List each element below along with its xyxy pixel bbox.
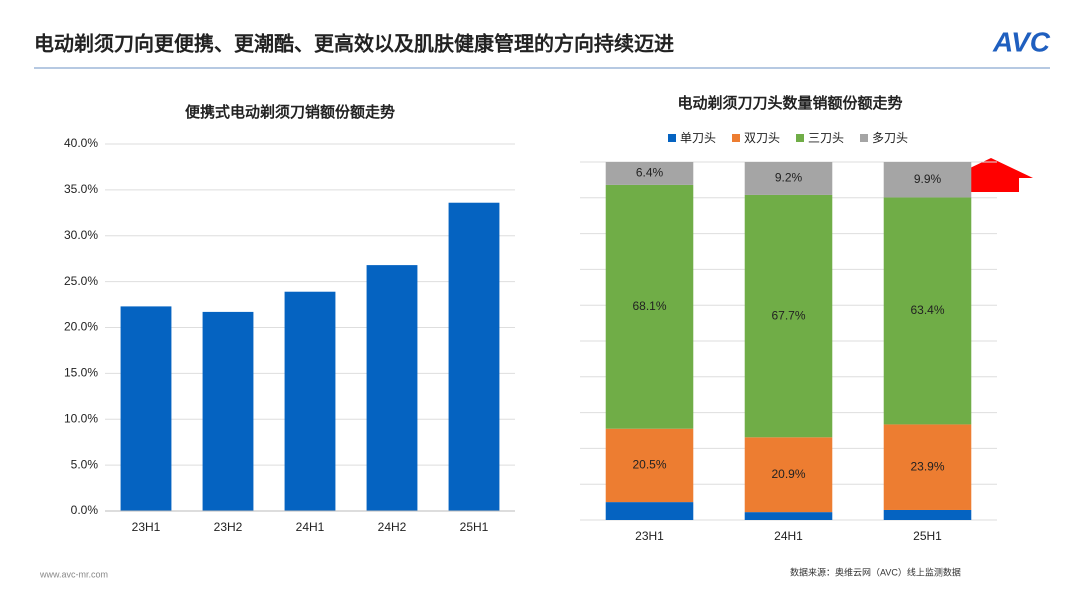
data-label: 9.9% <box>914 172 942 186</box>
bar-segment <box>605 428 694 503</box>
x-tick-label: 24H1 <box>774 529 803 543</box>
y-tick-label: 5.0% <box>71 457 99 471</box>
logo: AVC <box>992 26 1051 57</box>
x-tick-label: 23H1 <box>132 520 161 534</box>
data-label: 68.1% <box>632 299 666 313</box>
y-tick-label: 35.0% <box>64 182 98 196</box>
data-label: 23.9% <box>910 459 944 473</box>
bar-segment <box>744 512 833 520</box>
x-tick-label: 25H1 <box>913 529 942 543</box>
bar-segment <box>883 509 972 520</box>
bar <box>448 202 500 511</box>
y-tick-label: 15.0% <box>64 366 98 380</box>
y-tick-label: 25.0% <box>64 274 98 288</box>
data-label: 20.5% <box>632 458 666 472</box>
y-tick-label: 30.0% <box>64 228 98 242</box>
slide-title: 电动剃须刀向更便携、更潮酷、更高效以及肌肤健康管理的方向持续迈进 <box>34 31 674 55</box>
x-tick-label: 23H2 <box>214 520 243 534</box>
bar-segment <box>883 162 972 198</box>
y-tick-label: 0.0% <box>71 503 99 517</box>
y-tick-label: 20.0% <box>64 320 98 334</box>
legend-swatch <box>860 134 868 142</box>
bar-segment <box>605 184 694 429</box>
legend-swatch <box>796 134 804 142</box>
data-label: 63.4% <box>910 303 944 317</box>
bar <box>202 311 254 511</box>
data-label: 67.7% <box>771 308 805 322</box>
chart-title: 便携式电动剃须刀销额份额走势 <box>185 103 395 121</box>
bar-segment <box>883 424 972 510</box>
bar-segment <box>744 162 833 195</box>
y-tick-label: 40.0% <box>64 136 98 150</box>
x-tick-label: 24H1 <box>296 520 325 534</box>
bar <box>284 291 336 511</box>
x-tick-label: 23H1 <box>635 529 664 543</box>
y-tick-label: 10.0% <box>64 411 98 425</box>
legend-swatch <box>668 134 676 142</box>
legend-swatch <box>732 134 740 142</box>
legend-label: 双刀头 <box>744 131 780 145</box>
bar-segment <box>605 162 694 185</box>
bar <box>366 265 418 511</box>
x-tick-label: 24H2 <box>378 520 407 534</box>
data-label: 6.4% <box>636 166 664 180</box>
bar-segment <box>605 502 694 520</box>
footer-source: 数据来源：奥维云网（AVC）线上监测数据 <box>790 566 961 577</box>
bar <box>120 306 172 511</box>
legend-label: 单刀头 <box>680 131 716 145</box>
data-label: 9.2% <box>775 171 803 185</box>
chart-title: 电动剃须刀刀头数量销额份额走势 <box>677 94 902 112</box>
legend-label: 多刀头 <box>872 131 908 145</box>
bar-segment <box>883 197 972 425</box>
data-label: 20.9% <box>771 467 805 481</box>
bar-segment <box>744 194 833 438</box>
footer-url: www.avc-mr.com <box>39 569 108 579</box>
legend-label: 三刀头 <box>808 131 844 145</box>
x-tick-label: 25H1 <box>460 520 489 534</box>
bar-segment <box>744 437 833 513</box>
